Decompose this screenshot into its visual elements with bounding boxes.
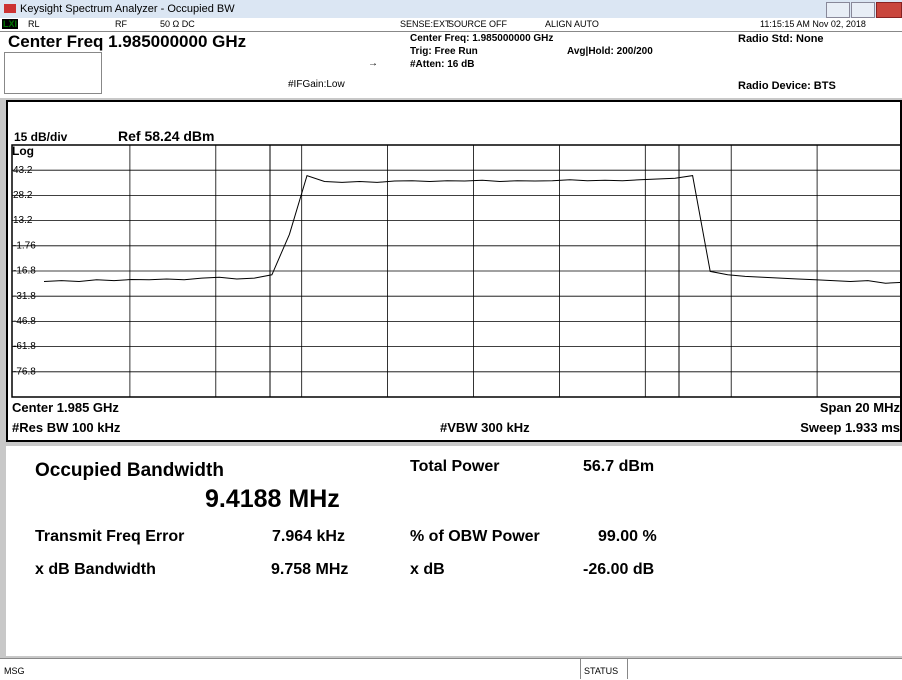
if-gain: #IFGain:Low xyxy=(288,79,345,90)
title-bar xyxy=(0,0,902,18)
trace xyxy=(43,174,902,284)
status-row: LXI RL RF 50 Ω DC SENSE:EXT SOURCE OFF A… xyxy=(0,19,902,32)
lxi-icon: LXI xyxy=(2,19,19,29)
sweep: Sweep 1.933 ms xyxy=(800,420,900,435)
input-box[interactable] xyxy=(4,52,102,94)
status-bar xyxy=(0,658,902,680)
status: STATUS xyxy=(584,666,619,676)
msg: MSG xyxy=(4,666,25,676)
sense: SENSE:EXT xyxy=(400,19,451,29)
app-icon xyxy=(4,4,16,13)
avg-hold: Avg|Hold: 200/200 xyxy=(567,46,653,57)
rl: RL xyxy=(28,19,40,29)
window-title: Keysight Spectrum Analyzer - Occupied BW xyxy=(20,3,235,15)
input: 50 Ω DC xyxy=(160,19,195,29)
center-label: Center 1.985 GHz xyxy=(12,400,119,415)
obw-power-value: 99.00 % xyxy=(598,528,657,545)
scale-type: Log xyxy=(12,144,34,158)
datetime: 11:15:15 AM Nov 02, 2018 xyxy=(760,19,866,29)
center-freq-info: Center Freq: 1.985000000 GHz xyxy=(410,33,554,44)
obw-power-label: % of OBW Power xyxy=(410,528,540,545)
xdb-label: x dB xyxy=(410,561,445,578)
results-panel xyxy=(6,446,902,656)
obw-label: Occupied Bandwidth xyxy=(35,460,224,481)
radio-std: Radio Std: None xyxy=(738,33,824,45)
total-power-value: 56.7 dBm xyxy=(583,458,655,475)
maximize-button[interactable] xyxy=(851,2,875,18)
total-power-label: Total Power xyxy=(410,458,500,475)
ref-label: Ref 58.24 dBm xyxy=(118,128,215,144)
xdb-bw-value: 9.758 MHz xyxy=(271,561,349,578)
freq-error-value: 7.964 kHz xyxy=(272,528,345,545)
radio-device: Radio Device: BTS xyxy=(738,80,836,92)
scale-label: 15 dB/div xyxy=(14,130,68,144)
freq-error-label: Transmit Freq Error xyxy=(35,528,185,545)
atten: #Atten: 16 dB xyxy=(410,59,475,70)
vbw: #VBW 300 kHz xyxy=(440,420,530,435)
source: SOURCE OFF xyxy=(448,19,508,29)
trig-arrow: → xyxy=(368,58,378,69)
align: ALIGN AUTO xyxy=(545,19,599,29)
xdb-value: -26.00 dB xyxy=(583,561,655,578)
center-freq[interactable]: Center Freq 1.985000000 GHz xyxy=(8,32,247,51)
span: Span 20 MHz xyxy=(819,400,900,415)
obw-value: 9.4188 MHz xyxy=(205,485,340,513)
status-divider xyxy=(580,659,628,679)
minimize-button[interactable] xyxy=(826,2,850,18)
trig: Trig: Free Run xyxy=(410,46,478,57)
rf: RF xyxy=(115,19,127,29)
res-bw: #Res BW 100 kHz xyxy=(12,420,121,435)
xdb-bw-label: x dB Bandwidth xyxy=(35,561,156,578)
